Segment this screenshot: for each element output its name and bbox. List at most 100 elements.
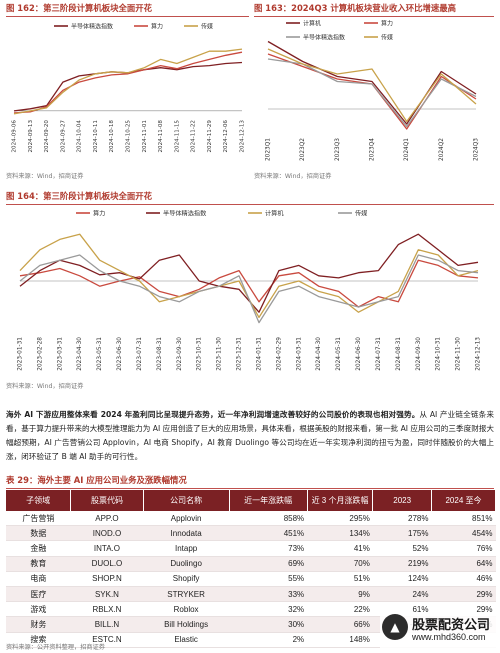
table-cell: DUOL.O [70,556,144,572]
series-line-1 [267,53,477,130]
col-header: 近 3 个月涨跌幅 [307,490,374,511]
tick-label: 2024Q3 [474,138,480,161]
legend-label: 算力 [381,20,393,28]
table-cell: 财务 [6,616,71,633]
tick-label: 2024-12-13 [476,337,482,371]
tick-label: 2024-09-30 [416,337,422,371]
table-cell: 134% [307,525,373,542]
table-row: 广告营销 APP.O Applovin 858% 295% 278% 851% [6,511,496,527]
table-cell: 51% [307,571,373,587]
tick-label: 2024-09-06 [12,120,18,153]
table-cell: Shopify [143,571,230,587]
tick-label: 2024-10-18 [109,120,115,153]
tick-label: 2024-01-31 [256,337,262,371]
legend-label: 传媒 [201,23,213,31]
tick-label: 2024-10-25 [126,120,132,153]
table-cell: Bill Holdings [143,616,230,633]
tick-label: 2024-09-20 [44,120,50,153]
table-cell: 游戏 [6,601,71,618]
series-line-0 [19,259,479,308]
tick-label: 2023-08-31 [157,337,163,371]
series-line-2 [13,48,243,115]
col-header: 公司名称 [143,490,230,511]
table-cell: 52% [372,540,432,557]
tick-label: 2024-07-31 [376,337,382,371]
table-cell: SYK.N [70,586,144,603]
table-cell: 69% [229,556,308,572]
table-cell: 148% [307,632,373,648]
tick-label: 2024-05-31 [336,337,342,371]
watermark: ▲ 股票配资公司 www.mhd360.com [380,612,498,652]
table-cell: 搜索 [6,632,71,648]
table-cell: 55% [229,571,308,587]
table-cell: 金融 [6,540,71,557]
table-cell: 数据 [6,525,71,542]
series-line-1 [13,51,243,114]
tick-label: 2024-11-01 [142,120,148,153]
table-cell: 858% [229,511,308,527]
tick-label: 2023Q3 [335,138,341,161]
table-cell: 2% [229,632,308,648]
tick-label: 2023-09-30 [177,337,183,371]
tick-label: 2023-02-28 [37,337,43,371]
series-line-0 [267,40,477,125]
paragraph-body: 从 AI 产业链全链条来看，基于算力提升带来的大模型推理能力为 AI 应用创造了… [6,410,494,461]
table-cell: RBLX.N [70,601,144,618]
fig162-title: 图 162：第三阶段计算机板块全面开花 [6,2,249,17]
fig164-title: 图 164：第三阶段计算机板块全面开花 [6,190,494,205]
table-cell: 教育 [6,556,71,572]
table-cell: 41% [307,540,373,557]
fig163-title-text: 图 163：2024Q3 计算机板块营业收入环比增速最高 [254,3,456,13]
fig162-title-text: 图 162：第三阶段计算机板块全面开花 [6,3,153,13]
legend-label: 半导体精选指数 [163,210,207,218]
table-cell: 175% [372,525,432,542]
table-cell: 219% [372,556,432,572]
tick-label: 2024-04-30 [316,337,322,371]
body-paragraph: 海外 AI 下游应用整体来看 2024 年盈利同比呈现提升态势，近一年净利润增速… [6,408,494,464]
table-cell: 9% [307,586,373,603]
fig164-source: 资料来源：Wind，招商证券 [6,383,84,390]
tick-label: 2023-01-31 [18,337,24,371]
legend-label: 半导体精选指数 [303,34,345,42]
legend-label: 算力 [151,23,163,31]
table-cell: 29% [431,586,496,603]
tick-label: 2024-06-30 [356,337,362,371]
table-cell: 广告营销 [6,511,71,527]
tick-label: 2024-09-27 [60,120,66,153]
table-cell: Duolingo [143,556,230,572]
table-cell: 70% [307,556,373,572]
table-cell: Applovin [143,511,230,527]
table-cell: 电商 [6,571,71,587]
table-cell: 30% [229,616,308,633]
tick-label: 2024Q1 [404,138,410,161]
fig164-title-text: 图 164：第三阶段计算机板块全面开花 [6,191,153,201]
table-title: 表 29：海外主要 AI 应用公司业务及涨跌幅情况 [6,474,494,489]
table-row: 电商 SHOP.N Shopify 55% 51% 124% 46% [6,571,496,587]
tick-label: 2023-10-31 [197,337,203,371]
tick-label: 2024-03-31 [296,337,302,371]
table-cell: Intapp [143,540,230,557]
table-source: 资料来源：公开资料整理，招商证券 [6,644,105,651]
tick-label: 2023-03-31 [57,337,63,371]
watermark-brand: 股票配资公司 [412,617,491,632]
table-cell: 851% [431,511,496,527]
table-cell: Elastic [143,632,230,648]
table-cell: 46% [431,571,496,587]
tick-label: 2024-11-29 [207,120,213,153]
table-row: 教育 DUOL.O Duolingo 69% 70% 219% 64% [6,556,496,572]
table-cell: 32% [229,601,308,618]
tick-label: 2024-11-30 [456,337,462,371]
col-header: 2023 [372,490,432,511]
tick-label: 2024-08-31 [396,337,402,371]
table-header-row: 子领域 股票代码 公司名称 近一年涨跌幅 近 3 个月涨跌幅 2023 2024… [6,490,496,511]
paragraph-lead: 海外 AI 下游应用整体来看 2024 年盈利同比呈现提升态势，近一年净利润增速… [6,410,420,419]
table-cell: INTA.O [70,540,144,557]
legend-label: 计算机 [265,210,284,218]
table-cell: INOD.O [70,525,144,542]
fig164-chart: 2023-01-31 2023-02-28 2023-03-31 2023-04-30… [18,210,482,371]
tick-label: 2024-11-08 [158,120,164,153]
table-cell: 33% [229,586,308,603]
col-header: 2024 至今 [431,490,496,511]
table-row: 金融 INTA.O Intapp 73% 41% 52% 76% [6,540,496,557]
col-header: 股票代码 [70,490,144,511]
